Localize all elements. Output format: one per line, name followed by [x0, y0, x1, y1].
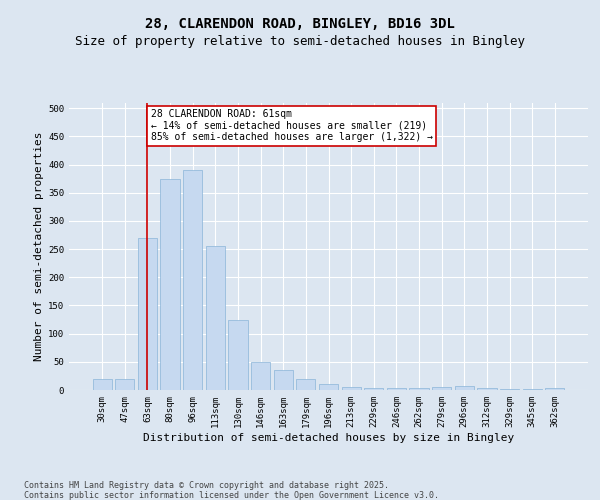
Bar [545, 388, 565, 390]
X-axis label: Distribution of semi-detached houses by size in Bingley: Distribution of semi-detached houses by … [143, 432, 514, 442]
Y-axis label: Number of semi-detached properties: Number of semi-detached properties [34, 132, 44, 361]
Bar [455, 386, 474, 390]
Bar [138, 238, 157, 390]
Bar [92, 378, 112, 390]
Bar [432, 386, 451, 390]
Text: Contains public sector information licensed under the Open Government Licence v3: Contains public sector information licen… [24, 491, 439, 500]
Bar [364, 388, 383, 390]
Bar [477, 388, 497, 390]
Bar [341, 386, 361, 390]
Bar [319, 384, 338, 390]
Bar [296, 378, 316, 390]
Bar [206, 246, 225, 390]
Text: Size of property relative to semi-detached houses in Bingley: Size of property relative to semi-detach… [75, 35, 525, 48]
Text: 28, CLARENDON ROAD, BINGLEY, BD16 3DL: 28, CLARENDON ROAD, BINGLEY, BD16 3DL [145, 18, 455, 32]
Bar [274, 370, 293, 390]
Text: 28 CLARENDON ROAD: 61sqm
← 14% of semi-detached houses are smaller (219)
85% of : 28 CLARENDON ROAD: 61sqm ← 14% of semi-d… [151, 110, 433, 142]
Bar [115, 378, 134, 390]
Bar [183, 170, 202, 390]
Bar [387, 388, 406, 390]
Bar [251, 362, 270, 390]
Bar [409, 388, 428, 390]
Bar [229, 320, 248, 390]
Bar [160, 178, 180, 390]
Text: Contains HM Land Registry data © Crown copyright and database right 2025.: Contains HM Land Registry data © Crown c… [24, 481, 389, 490]
